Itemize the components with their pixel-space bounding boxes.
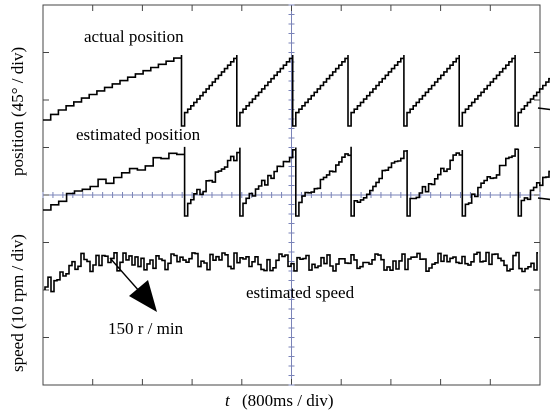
speed-value-label: 150 r / min xyxy=(108,319,184,338)
speed-arrow xyxy=(109,257,157,312)
x-axis-label: t (800ms / div) xyxy=(225,391,334,410)
estimated-position-label: estimated position xyxy=(76,125,201,144)
y-axis-label-position: position (45° / div) xyxy=(8,47,27,176)
chart-grid xyxy=(42,4,541,386)
actual-position-trace xyxy=(43,55,550,127)
y-axis-label-speed: speed (10 rpm / div) xyxy=(8,234,27,372)
estimated-position-trace xyxy=(43,146,550,217)
estimated-speed-label: estimated speed xyxy=(246,283,355,302)
x-axis-label-t: t xyxy=(225,391,231,410)
x-axis-label-unit: (800ms / div) xyxy=(242,391,334,410)
estimated-speed-trace xyxy=(44,251,538,293)
traces-group xyxy=(43,55,550,293)
actual-position-label: actual position xyxy=(84,27,184,46)
